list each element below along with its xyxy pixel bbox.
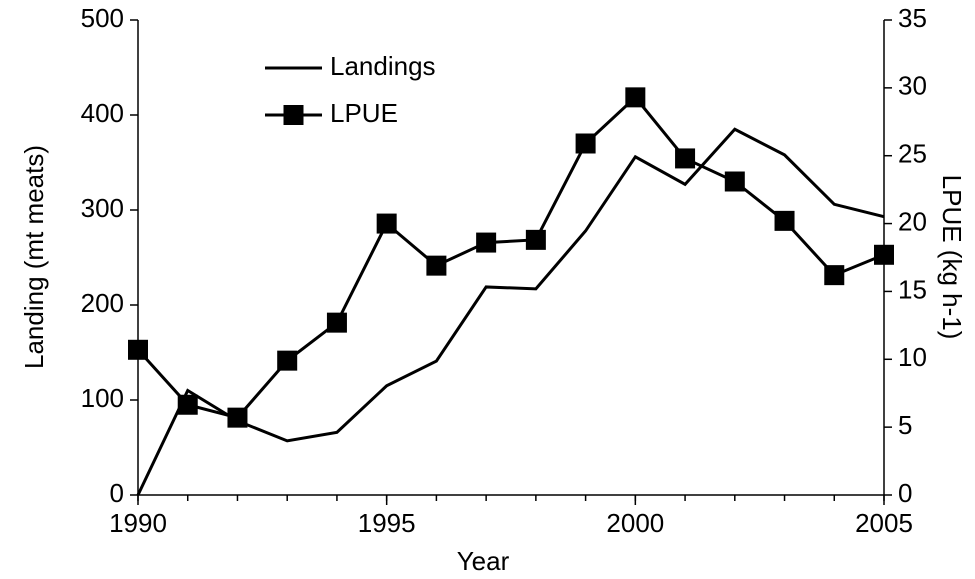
marker: [575, 133, 596, 154]
series-line: [136, 95, 885, 420]
legend-label: Landings: [330, 51, 436, 81]
x-tick-label: 1990: [109, 508, 167, 538]
marker: [724, 171, 745, 192]
y-axis-label: Landing (mt meats): [19, 145, 49, 369]
y-tick-label: 0: [110, 478, 124, 508]
marker: [376, 213, 397, 234]
y-tick-label: 400: [81, 98, 124, 128]
marker: [277, 350, 298, 371]
y2-tick-label: 35: [898, 3, 927, 33]
y2-tick-label: 30: [898, 71, 927, 101]
marker: [774, 210, 795, 231]
y-tick-label: 500: [81, 3, 124, 33]
marker: [525, 229, 546, 250]
marker: [675, 148, 696, 169]
marker: [625, 87, 646, 108]
y-tick-label: 100: [81, 383, 124, 413]
marker: [426, 255, 447, 276]
legend-label: LPUE: [330, 98, 398, 128]
x-axis-label: Year: [457, 546, 510, 576]
y2-tick-label: 10: [898, 342, 927, 372]
marker: [177, 394, 198, 415]
x-tick-label: 2000: [606, 508, 664, 538]
marker: [326, 312, 347, 333]
marker: [874, 244, 894, 265]
marker: [227, 407, 248, 428]
marker: [824, 265, 845, 286]
y2-tick-label: 5: [898, 410, 912, 440]
y2-tick-label: 15: [898, 274, 927, 304]
marker: [476, 232, 497, 253]
x-tick-label: 2005: [855, 508, 913, 538]
series-line: [136, 127, 885, 496]
y2-tick-label: 25: [898, 139, 927, 169]
y-tick-label: 200: [81, 288, 124, 318]
y2-tick-label: 20: [898, 206, 927, 236]
y-tick-label: 300: [81, 193, 124, 223]
x-tick-label: 1995: [358, 508, 416, 538]
marker: [128, 339, 148, 360]
y2-axis-label: LPUE (kg h-1): [937, 175, 967, 340]
legend-marker: [283, 105, 304, 125]
y2-tick-label: 0: [898, 478, 912, 508]
